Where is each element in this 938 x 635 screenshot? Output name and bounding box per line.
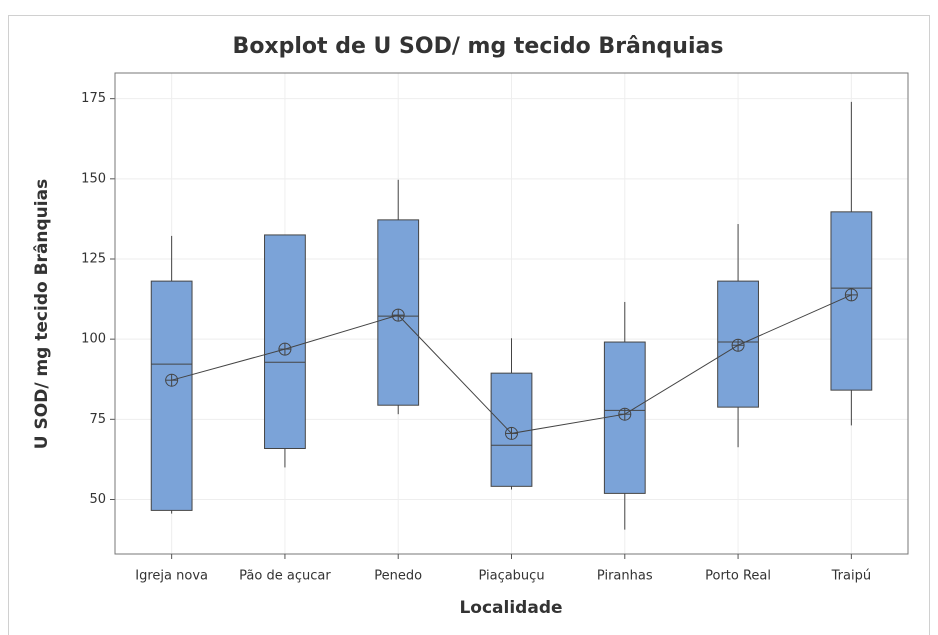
x-tick-label: Pão de açucar [239,569,331,584]
mean-symbol [618,407,632,421]
mean-symbol [278,342,292,356]
x-tick-label: Piranhas [597,569,653,584]
mean-symbol [165,373,179,387]
box [264,234,306,450]
x-tick-label: Piaçabuçu [478,569,544,584]
y-axis-label: U SOD/ mg tecido Brânquias [32,179,52,449]
y-tick-label: 175 [81,91,106,106]
chart-title: Boxplot de U SOD/ mg tecido Brânquias [233,34,724,59]
y-tick-label: 150 [81,171,106,186]
mean-symbol [731,338,745,352]
x-tick-label: Traipú [831,569,871,584]
y-tick-label: 125 [81,251,106,266]
x-tick-label: Penedo [374,569,422,584]
y-tick-label: 50 [89,492,106,507]
mean-symbol [391,308,405,322]
box [150,280,193,511]
x-tick-label: Igreja nova [135,569,208,584]
y-tick-label: 75 [89,412,106,427]
y-tick-label: 100 [81,332,106,347]
x-tick-label: Porto Real [705,569,771,584]
mean-symbol [844,288,858,302]
mean-symbol [505,426,518,440]
x-axis-label: Localidade [459,598,562,618]
